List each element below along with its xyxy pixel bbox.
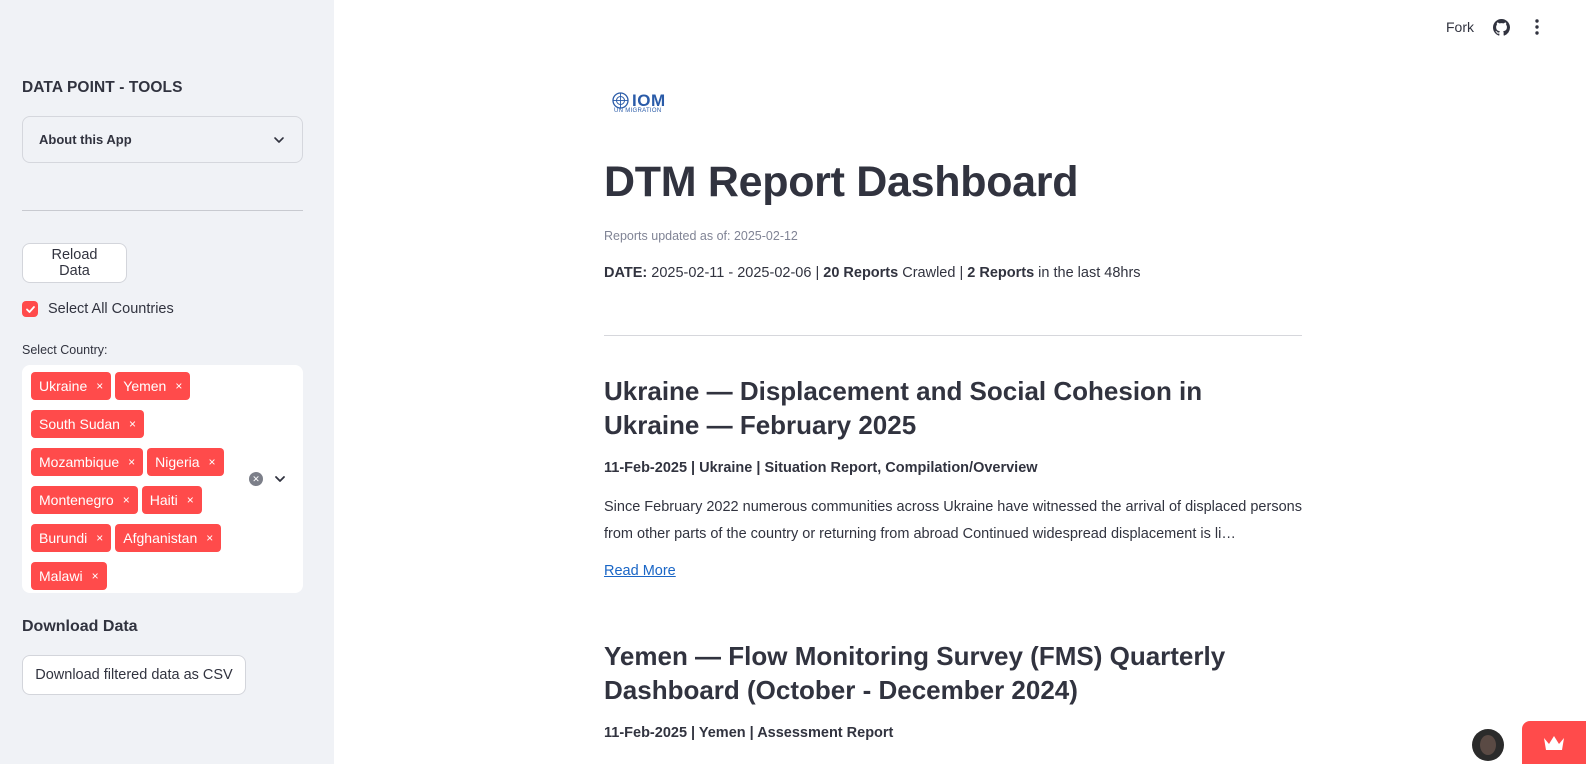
country-tag: Yemen ×	[115, 372, 191, 400]
sidebar-divider	[22, 210, 303, 211]
remove-tag-icon[interactable]: ×	[206, 531, 214, 545]
country-tag-label: Yemen	[123, 378, 167, 394]
checkbox-checked-icon[interactable]	[22, 301, 38, 317]
select-country-label: Select Country:	[22, 343, 108, 357]
chevron-down-icon[interactable]	[273, 472, 287, 486]
remove-tag-icon[interactable]: ×	[96, 531, 104, 545]
reload-data-button[interactable]: Reload Data	[22, 243, 127, 283]
read-more-link[interactable]: Read More	[604, 563, 676, 579]
remove-tag-icon[interactable]: ×	[122, 493, 130, 507]
remove-tag-icon[interactable]: ×	[96, 379, 104, 393]
kebab-menu-icon[interactable]	[1528, 18, 1546, 36]
country-tag: Afghanistan ×	[115, 524, 222, 552]
logo-subtext: UN MIGRATION	[614, 108, 662, 114]
updated-caption: Reports updated as of: 2025-02-12	[604, 229, 798, 243]
iom-logo: IOM	[612, 92, 666, 109]
country-tag-label: Montenegro	[39, 492, 114, 508]
country-tag: Mozambique ×	[31, 448, 144, 476]
select-all-countries-checkbox[interactable]: Select All Countries	[22, 301, 174, 317]
remove-tag-icon[interactable]: ×	[91, 569, 99, 583]
page-title: DTM Report Dashboard	[604, 158, 1079, 206]
country-tag-label: Afghanistan	[123, 530, 198, 546]
country-tag-label: South Sudan	[39, 416, 120, 432]
logo-text: IOM	[632, 91, 666, 110]
report-title: Ukraine — Displacement and Social Cohesi…	[604, 376, 1203, 440]
country-tag: Ukraine ×	[31, 372, 112, 400]
country-tag-label: Mozambique	[39, 454, 120, 470]
country-tag: Montenegro ×	[31, 486, 138, 514]
recent-count: 2 Reports	[967, 265, 1035, 281]
country-tag: Nigeria ×	[147, 448, 224, 476]
report-card: Yemen — Flow Monitoring Survey (FMS) Qua…	[604, 639, 1302, 741]
country-tag-label: Nigeria	[155, 454, 200, 470]
main-divider	[604, 335, 1302, 336]
avatar[interactable]	[1472, 729, 1504, 761]
app-toolbar: Fork	[1446, 18, 1546, 36]
expander-label: About this App	[39, 132, 132, 147]
country-tag: Haiti ×	[141, 486, 202, 514]
remove-tag-icon[interactable]: ×	[175, 379, 183, 393]
about-app-expander[interactable]: About this App	[22, 116, 303, 163]
country-tag-label: Burundi	[39, 530, 88, 546]
country-tag: South Sudan ×	[31, 410, 144, 438]
github-icon[interactable]	[1492, 18, 1510, 36]
remove-tag-icon[interactable]: ×	[128, 417, 136, 431]
remove-tag-icon[interactable]: ×	[186, 493, 194, 507]
country-tag: Burundi ×	[31, 524, 112, 552]
download-heading: Download Data	[22, 618, 138, 635]
remove-tag-icon[interactable]: ×	[208, 455, 216, 469]
remove-tag-icon[interactable]: ×	[128, 455, 136, 469]
fork-button[interactable]: Fork	[1446, 19, 1474, 35]
sidebar-title: DATA POINT - TOOLS	[22, 79, 183, 96]
report-meta: 11-Feb-2025 | Yemen | Assessment Report	[604, 725, 894, 741]
clear-all-icon[interactable]: ✕	[249, 472, 263, 486]
country-tag-label: Ukraine	[39, 378, 88, 394]
selected-country-tags: Ukraine × Yemen × South Sudan × Mozambique × Nig…	[31, 372, 246, 590]
recent-text: in the last 48hrs	[1034, 265, 1141, 281]
sidebar: DATA POINT - TOOLS About this App Reload…	[0, 0, 334, 764]
un-emblem-icon	[612, 92, 629, 109]
country-tag: Malawi ×	[31, 562, 107, 590]
report-summary: Since February 2022 numerous communities…	[604, 499, 1302, 542]
chevron-down-icon	[274, 136, 284, 143]
country-tag-label: Malawi	[39, 568, 83, 584]
report-summary-line: DATE: 2025-02-11 - 2025-02-06 | 20 Repor…	[604, 265, 1141, 281]
date-label: DATE:	[604, 265, 648, 281]
avatar-face	[1480, 735, 1496, 755]
country-multiselect[interactable]: Ukraine × Yemen × South Sudan × Mozambique × Nig…	[22, 365, 303, 593]
date-range: 2025-02-11 - 2025-02-06 |	[647, 265, 824, 281]
streamlit-crown-icon[interactable]	[1522, 721, 1586, 764]
reports-count: 20 Reports	[823, 265, 899, 281]
report-card: Ukraine — Displacement and Social Cohesi…	[604, 374, 1302, 580]
report-meta: 11-Feb-2025 | Ukraine | Situation Report…	[604, 460, 1038, 476]
crawled-text: Crawled |	[898, 265, 968, 281]
country-tag-label: Haiti	[149, 492, 178, 508]
select-all-label: Select All Countries	[48, 301, 174, 317]
download-csv-button[interactable]: Download filtered data as CSV	[22, 655, 246, 695]
report-title: Yemen — Flow Monitoring Survey (FMS) Qua…	[604, 641, 1226, 705]
